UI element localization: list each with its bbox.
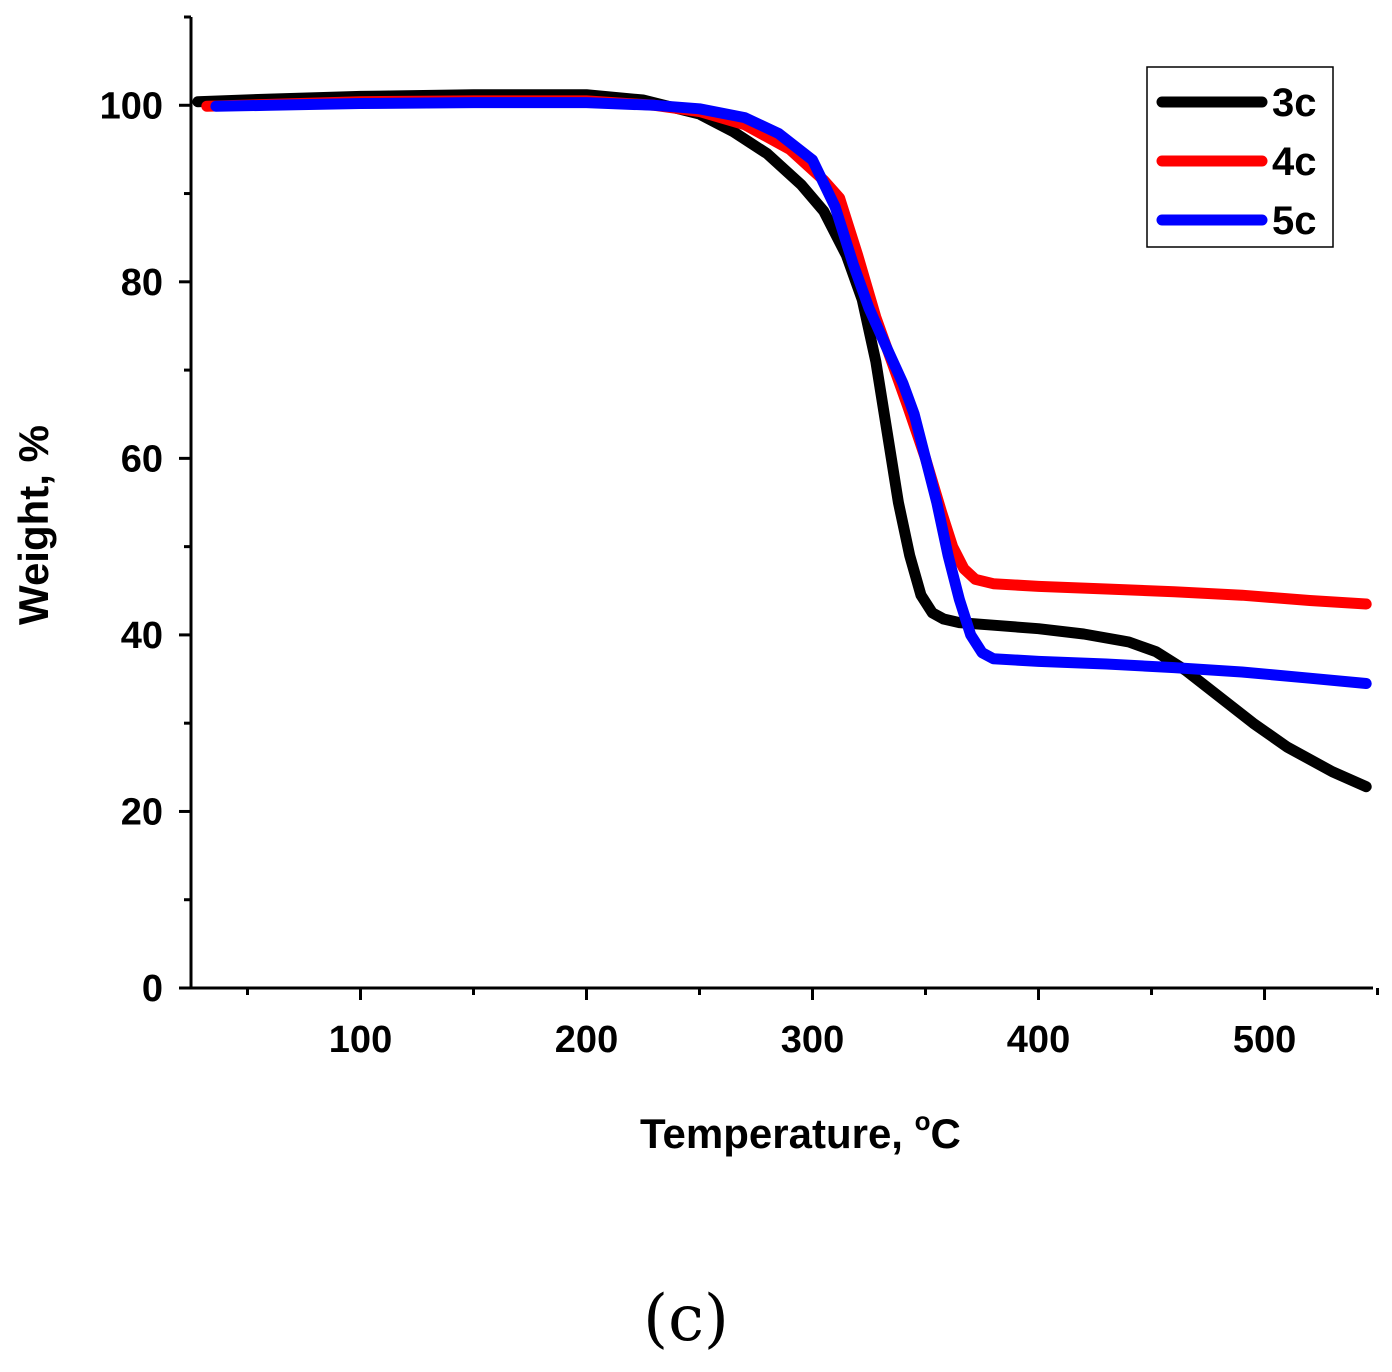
y-tick-label: 80 — [121, 262, 163, 304]
y-tick-label: 60 — [121, 438, 163, 480]
x-axis-title-unit: C — [931, 1110, 961, 1157]
axes: 0 20 40 60 80 100 100 200 300 400 500 — [100, 15, 1380, 1061]
x-axis-title-degree: o — [915, 1106, 931, 1136]
legend: 3c 4c 5c — [1146, 66, 1334, 248]
x-axis-title: Temperature, oC — [640, 1106, 961, 1157]
legend-label-3c: 3c — [1272, 81, 1317, 125]
legend-label-4c: 4c — [1272, 140, 1317, 184]
y-tick-label: 100 — [100, 85, 163, 127]
x-tick-label: 200 — [555, 1019, 618, 1061]
y-tick-label: 40 — [121, 615, 163, 657]
y-tick-label: 0 — [142, 968, 163, 1010]
x-tick-label: 100 — [329, 1019, 392, 1061]
x-axis-title-main: Temperature, — [640, 1110, 915, 1157]
y-axis-title: Weight, % — [10, 425, 57, 625]
plot-area — [192, 89, 1372, 793]
x-tick-label: 500 — [1233, 1019, 1296, 1061]
x-tick-label: 300 — [781, 1019, 844, 1061]
series-line-5c — [210, 97, 1372, 689]
legend-label-5c: 5c — [1272, 199, 1317, 243]
y-tick-label: 20 — [121, 791, 163, 833]
x-tick-label: 400 — [1007, 1019, 1070, 1061]
panel-label: (c) — [643, 1282, 729, 1356]
